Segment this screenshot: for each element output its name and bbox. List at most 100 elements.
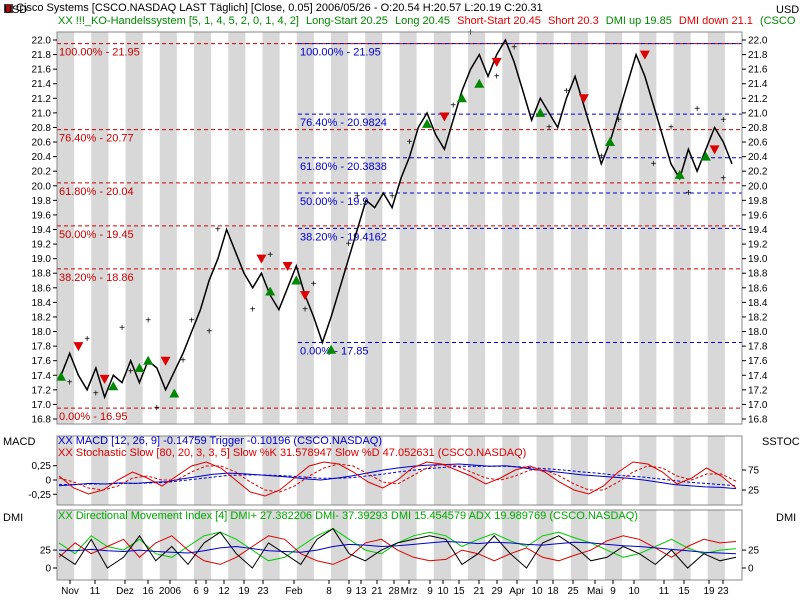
- short-marker: [709, 145, 720, 155]
- y-tick-label-right: 18.0: [748, 327, 768, 338]
- y-tick-label-right: 20.6: [748, 138, 768, 149]
- series-trigger: [59, 465, 737, 487]
- y-tick-label-left: 19.8: [32, 196, 52, 207]
- signal-markers: + + + + + + + + + + + + + + + + + + + + + + + + + + + + + + + + +: [56, 28, 726, 414]
- y-tick-label-left: 18.4: [32, 298, 52, 309]
- x-tick-label: 9: [610, 586, 616, 597]
- y-tick-label-right: 20.8: [748, 123, 768, 134]
- y-tick-label-right: 19.4: [748, 225, 768, 236]
- series-dmi: [58, 527, 737, 569]
- x-tick-label: 18: [547, 586, 559, 597]
- stripe: [125, 436, 143, 505]
- y-tick-label-left: 19.2: [32, 240, 52, 251]
- stripe: [91, 436, 109, 505]
- panel-border: [56, 509, 743, 581]
- long-marker: [474, 78, 485, 88]
- stripe: [502, 436, 520, 505]
- x-tick-label: 23: [257, 586, 269, 597]
- x-tick-label: 6: [193, 586, 199, 597]
- stripe: [365, 510, 383, 580]
- stripe: [331, 436, 349, 505]
- stoch-tick-label: 25: [748, 486, 760, 497]
- y-tick-label-left: 21.0: [32, 108, 52, 119]
- plus-green-marker: +: [250, 305, 256, 316]
- y-tick-label-right: 17.8: [748, 342, 768, 353]
- stripe: [57, 32, 75, 424]
- y-tick-label-right: 21.6: [748, 65, 768, 76]
- stripe: [502, 510, 520, 580]
- fib-blue-label: 61.80% - 20.3838: [300, 161, 387, 173]
- x-tick-label: Dez: [116, 586, 134, 597]
- x-tick-label: 19: [238, 586, 250, 597]
- x-tick-label: 29: [491, 586, 503, 597]
- x-tick-label: 9: [427, 586, 433, 597]
- stoch-tick-label: 75: [748, 466, 760, 477]
- stripe: [570, 436, 588, 505]
- macd-tick-label: 0: [45, 476, 51, 487]
- y-tick-label-right: 18.8: [748, 269, 768, 280]
- y-tick-label-left: 21.4: [32, 79, 52, 90]
- chart-title: Cisco Systems [CSCO.NASDAQ LAST Täglich]…: [16, 2, 543, 14]
- y-tick-label-right: 17.6: [748, 356, 768, 367]
- stripe: [707, 32, 725, 424]
- y-tick-label-right: 16.8: [748, 415, 768, 426]
- fib-blue-label: 76.40% - 20.9824: [300, 117, 387, 129]
- stripe: [673, 436, 691, 505]
- y-tick-label-left: 17.2: [32, 385, 52, 396]
- plus-green-marker: +: [389, 192, 395, 203]
- short-marker: [578, 94, 589, 104]
- plus-red-marker: +: [189, 316, 195, 327]
- y-tick-label-right: 21.4: [748, 79, 768, 90]
- short-marker: [439, 112, 450, 122]
- short-marker: [300, 291, 310, 301]
- stripe: [399, 32, 417, 424]
- macd-label: MACD: [3, 436, 35, 448]
- x-tick-label: 13: [355, 586, 367, 597]
- series-dmi-minus: [58, 535, 737, 565]
- stripe: [228, 436, 246, 505]
- x-tick-label: 15: [453, 586, 465, 597]
- x-tick-label: Apr: [509, 586, 525, 597]
- stripe: [228, 32, 246, 424]
- y-tick-label-right: 18.4: [748, 298, 768, 309]
- plus-red-marker: +: [668, 122, 674, 133]
- stripe: [57, 510, 75, 580]
- short-start: Short-Start 20.45: [457, 15, 541, 27]
- dmi-legend: XX Directional Movement Index [4] DMI+ 2…: [58, 510, 638, 522]
- y-tick-label-right: 18.2: [748, 312, 768, 323]
- y-tick-label-left: 19.6: [32, 210, 52, 221]
- y-tick-label-left: 17.8: [32, 342, 52, 353]
- plus-green-marker: +: [686, 188, 692, 199]
- x-tick-label: Feb: [285, 586, 303, 597]
- y-tick-label-right: 19.0: [748, 254, 768, 265]
- fib-red-label: 38.20% - 18.86: [59, 272, 134, 284]
- dmi-up: DMI up 19.85: [606, 15, 672, 27]
- plus-green-marker: +: [346, 239, 352, 250]
- short-marker: [282, 261, 293, 271]
- plus-green-marker: +: [598, 152, 604, 163]
- stripe: [570, 510, 588, 580]
- stripe: [639, 436, 657, 505]
- y-tick-label-left: 22.0: [32, 36, 52, 47]
- x-tick-label: 28: [388, 586, 400, 597]
- plus-green-marker: +: [93, 388, 99, 399]
- long-marker: [326, 344, 337, 354]
- stripe: [262, 436, 280, 505]
- x-tick-label: 2006: [159, 586, 182, 597]
- stripe: [125, 510, 143, 580]
- system-symbol: (CSCO: [760, 15, 796, 27]
- y-tick-label-left: 18.2: [32, 312, 52, 323]
- dmi-tick-label-left: 25: [40, 546, 52, 557]
- fib-red-label: 50.00% - 19.45: [59, 229, 134, 241]
- y-tick-label-right: 17.4: [748, 371, 768, 382]
- short-marker: [73, 342, 84, 352]
- plus-red-marker: +: [215, 225, 221, 236]
- y-tick-label-left: 17.4: [32, 371, 52, 382]
- long-marker: [265, 286, 276, 296]
- stripe: [57, 436, 75, 505]
- stripe: [331, 510, 349, 580]
- dmi-down: DMI down 21.1: [679, 15, 753, 27]
- stoch-legend: XX Stochastic Slow [80, 20, 3, 3, 5] Slo…: [58, 447, 526, 459]
- stripe: [433, 436, 451, 505]
